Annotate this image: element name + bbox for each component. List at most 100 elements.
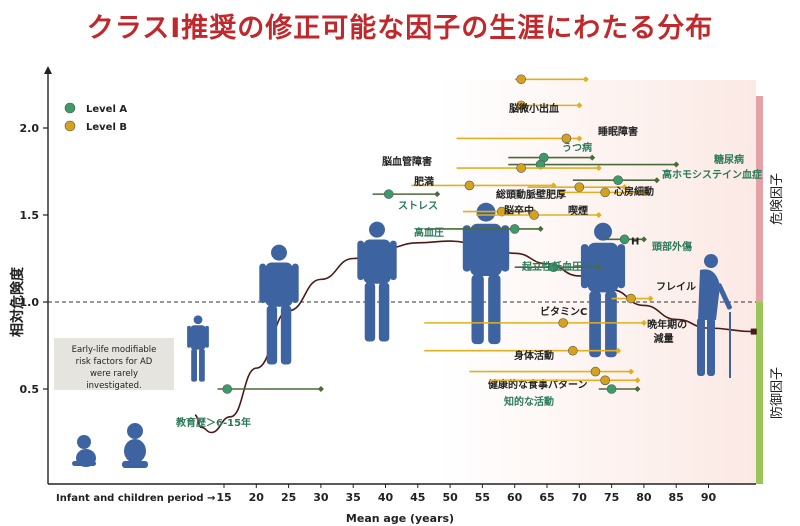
x-tick-label: 55 xyxy=(475,491,490,504)
adolescent-figure xyxy=(259,244,299,365)
factor-9: 心房細動 xyxy=(559,185,654,198)
factor-11: 脳卒中 xyxy=(463,204,538,217)
factor-20: 知的な活動 xyxy=(488,375,641,408)
note-text: risk factors for AD xyxy=(76,357,153,367)
factor-ci-end xyxy=(640,319,647,326)
factor-point xyxy=(548,262,559,273)
factor-label: ビタミンC xyxy=(540,305,587,318)
factor-0: 脳微小出血 xyxy=(509,100,583,115)
factor-label: 知的な活動 xyxy=(503,395,554,408)
note-box xyxy=(54,338,174,390)
note-text: were rarely xyxy=(90,369,138,379)
factor-label: 糖尿病 xyxy=(714,153,744,166)
factor-15: 起立性低血圧 xyxy=(514,260,602,273)
note-text: investigated. xyxy=(86,381,141,391)
factor-3: うつ病 xyxy=(508,141,596,163)
toddler-figure xyxy=(122,423,148,468)
x-tick-label: 90 xyxy=(701,491,717,504)
risk-zone-label: 危険因子 xyxy=(770,173,785,225)
factor-label: 教育歴＞6-15年 xyxy=(175,416,251,429)
factor-ci-end xyxy=(576,135,583,142)
x-tick-label: 15 xyxy=(216,491,231,504)
factor-point xyxy=(516,74,526,85)
factor-ci-end xyxy=(576,102,583,109)
factor-point xyxy=(568,345,578,356)
x-tick-label: 20 xyxy=(249,491,265,504)
factor-6: 高ホモシステイン血症 xyxy=(572,168,762,185)
factor-2: 睡眠障害 xyxy=(456,125,638,144)
factor-19: 健康的な食事パターン xyxy=(469,366,634,391)
factor-point xyxy=(606,384,617,394)
factor-point xyxy=(613,175,623,185)
factor-ci-end xyxy=(673,161,680,168)
x-tick-label: 75 xyxy=(604,491,619,504)
factor-14: 頭部外傷 xyxy=(605,234,692,253)
factor-label: 睡眠障害 xyxy=(598,125,638,138)
plot-background xyxy=(48,80,756,484)
factor-point xyxy=(464,180,475,191)
y-tick-label: 0.5 xyxy=(20,383,40,396)
x-tick-label: 65 xyxy=(539,491,554,504)
factor-label: 脳卒中 xyxy=(504,204,534,217)
factor-point xyxy=(222,384,233,394)
factor-7: 肥満 xyxy=(411,175,557,191)
legend-box xyxy=(54,96,162,138)
young-adult-figure xyxy=(357,221,397,342)
factor-ci-end xyxy=(647,295,654,302)
legend-marker xyxy=(64,120,76,132)
annotation-1: 減量 xyxy=(654,332,674,345)
factor-ci-end xyxy=(640,189,647,196)
x-tick-label: 80 xyxy=(636,491,652,504)
factor-ci-end xyxy=(589,154,596,161)
factor-ci-end xyxy=(627,368,634,375)
legend-marker xyxy=(64,102,76,114)
factor-point xyxy=(574,182,585,192)
factor-label: 健康的な食事パターン xyxy=(488,378,588,391)
factor-label: 総頭動脈壁肥厚 xyxy=(496,188,566,201)
factor-ci-end xyxy=(621,184,628,191)
factor-16: フレイル xyxy=(611,281,696,304)
factor-ci-end xyxy=(434,191,441,198)
note-text: Early-life modifiable xyxy=(72,345,157,355)
factor-ci-end xyxy=(634,377,641,384)
factor-ci-end xyxy=(634,386,641,392)
factor-label: 高ホモシステイン血症 xyxy=(662,168,762,181)
factor-1 xyxy=(514,74,589,85)
factor-label: 身体活動 xyxy=(514,349,554,362)
x-tick-label: 60 xyxy=(507,491,523,504)
annotation-2: H xyxy=(631,237,639,248)
x-tick-label: 35 xyxy=(346,491,361,504)
risk-zone-bar xyxy=(756,96,763,302)
factor-10: ストレス xyxy=(372,189,441,212)
factor-21 xyxy=(598,384,641,394)
annotation-0: 晩年期の xyxy=(647,318,687,331)
factor-label: 起立性低血圧 xyxy=(521,260,582,273)
factor-ci-end xyxy=(595,165,602,172)
infant-figure xyxy=(72,435,96,467)
risk-curve xyxy=(194,240,754,434)
x-tick-label: 70 xyxy=(572,491,588,504)
x-tick-label: 30 xyxy=(313,491,329,504)
factor-8: 総頭動脈壁肥厚 xyxy=(496,182,628,201)
factor-point xyxy=(590,366,601,377)
older-adult-figure xyxy=(580,222,626,358)
factor-ci-end xyxy=(615,347,622,354)
protective-zone-label: 防御因子 xyxy=(769,367,785,419)
factor-5: 脳血管障害 xyxy=(382,155,602,173)
factor-label: 肥満 xyxy=(414,175,434,188)
factor-4: 糖尿病 xyxy=(508,153,744,170)
factor-label: ストレス xyxy=(398,200,438,212)
factor-point xyxy=(509,224,520,234)
factor-ci-end xyxy=(582,76,589,83)
y-tick-label: 2.0 xyxy=(20,122,40,135)
elderly-figure xyxy=(697,254,732,378)
factor-point xyxy=(558,318,568,328)
legend-label: Level B xyxy=(86,122,127,133)
factor-label: フレイル xyxy=(656,281,696,293)
factor-ci-end xyxy=(640,236,647,243)
factor-ci-end xyxy=(537,225,544,232)
y-axis-arrow xyxy=(44,66,52,74)
factor-label: 喫煙 xyxy=(568,204,588,217)
factor-label: 脳微小出血 xyxy=(509,102,559,115)
factor-point xyxy=(516,100,526,111)
